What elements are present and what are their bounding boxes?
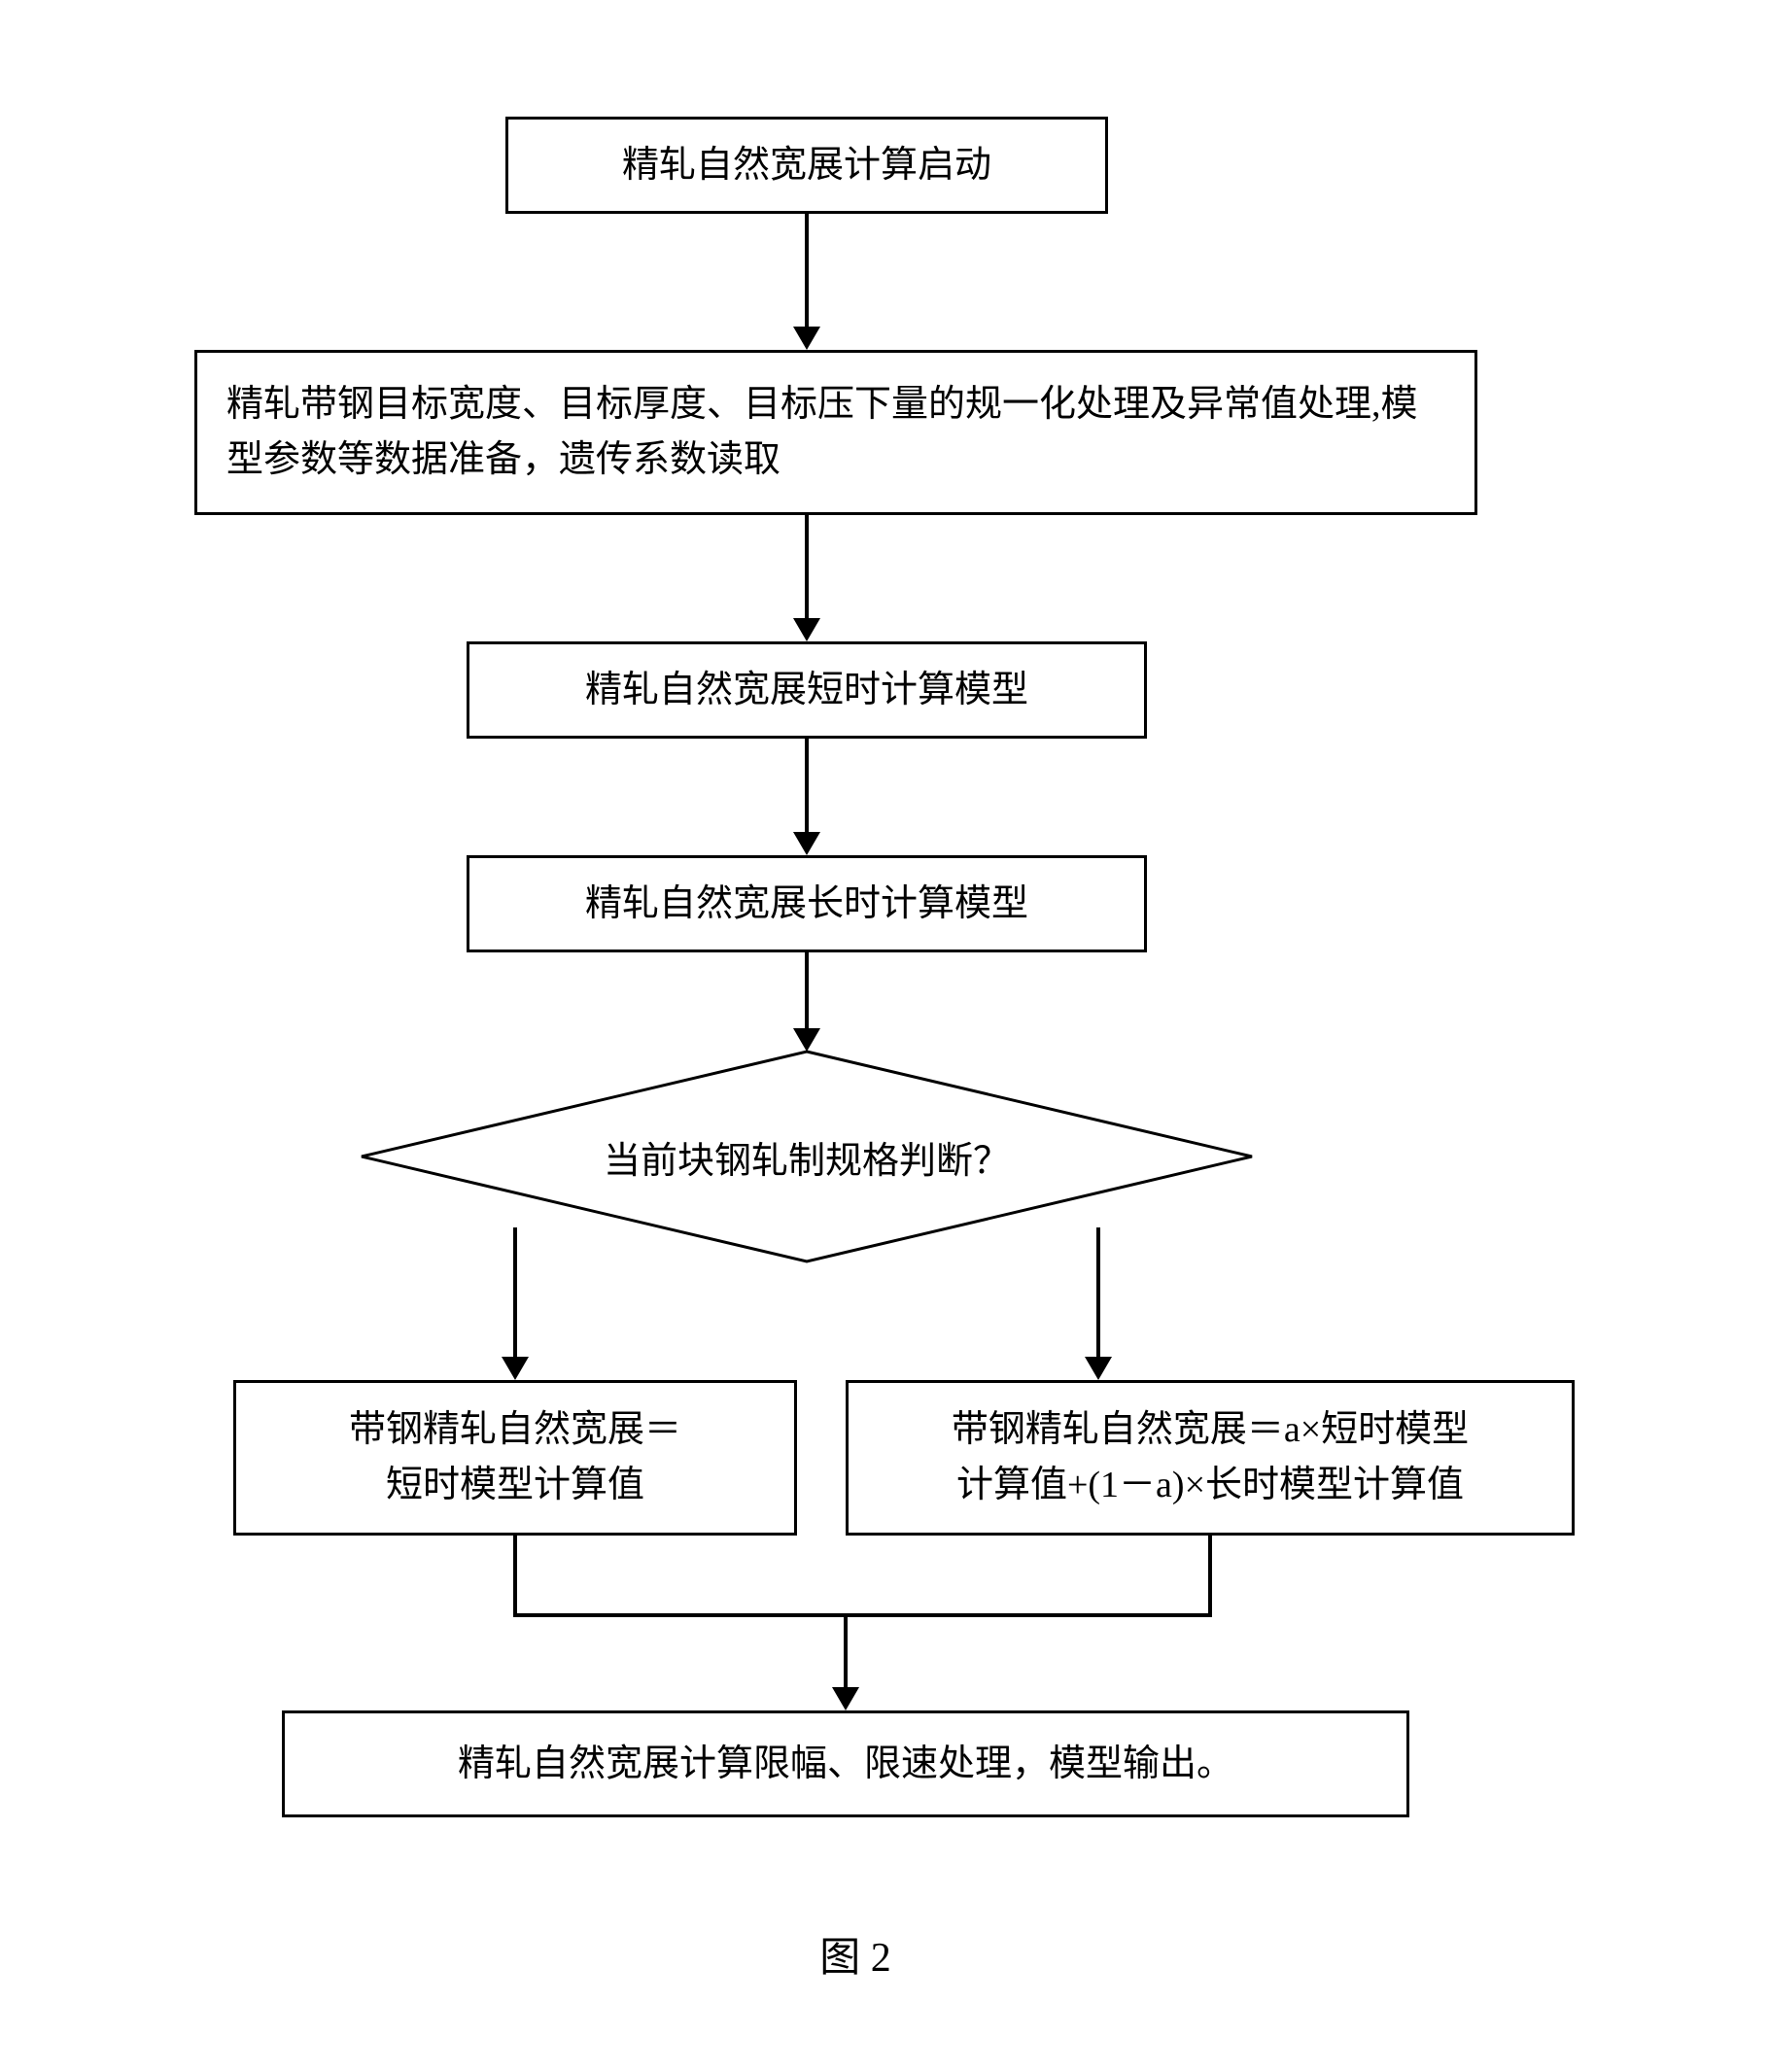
arrow-1-head bbox=[793, 327, 820, 350]
arrow-4-head bbox=[793, 1028, 820, 1052]
node-decision: 当前块钢轧制规格判断？ bbox=[360, 1050, 1254, 1263]
node-short-model-text: 精轧自然宽展短时计算模型 bbox=[585, 663, 1028, 718]
arrow-5a bbox=[513, 1227, 517, 1357]
arrow-6-head bbox=[832, 1687, 859, 1710]
node-output: 精轧自然宽展计算限幅、限速处理，模型输出。 bbox=[282, 1710, 1409, 1817]
node-long-model: 精轧自然宽展长时计算模型 bbox=[467, 855, 1147, 952]
arrow-6-right bbox=[1208, 1536, 1212, 1613]
node-short-model: 精轧自然宽展短时计算模型 bbox=[467, 641, 1147, 739]
arrow-5b bbox=[1096, 1227, 1100, 1357]
node-prep: 精轧带钢目标宽度、目标厚度、目标压下量的规一化处理及异常值处理,模型参数等数据准… bbox=[194, 350, 1477, 515]
arrow-6-center bbox=[844, 1613, 848, 1687]
flowchart-container: 精轧自然宽展计算启动 精轧带钢目标宽度、目标厚度、目标压下量的规一化处理及异常值… bbox=[0, 0, 1769, 2072]
node-decision-text: 当前块钢轧制规格判断？ bbox=[604, 1130, 1010, 1184]
arrow-3 bbox=[805, 739, 809, 832]
arrow-5b-head bbox=[1085, 1357, 1112, 1380]
figure-label-text: 图 2 bbox=[819, 1936, 891, 1981]
node-left-result: 带钢精轧自然宽展＝ 短时模型计算值 bbox=[233, 1380, 797, 1536]
node-right-result: 带钢精轧自然宽展＝a×短时模型 计算值+(1－a)×长时模型计算值 bbox=[846, 1380, 1575, 1536]
node-start: 精轧自然宽展计算启动 bbox=[505, 117, 1108, 214]
figure-label: 图 2 bbox=[758, 1924, 953, 1984]
arrow-6-left bbox=[513, 1536, 517, 1613]
node-long-model-text: 精轧自然宽展长时计算模型 bbox=[585, 877, 1028, 932]
arrow-5a-head bbox=[502, 1357, 529, 1380]
node-right-result-text: 带钢精轧自然宽展＝a×短时模型 计算值+(1－a)×长时模型计算值 bbox=[952, 1402, 1469, 1513]
node-output-text: 精轧自然宽展计算限幅、限速处理，模型输出。 bbox=[458, 1737, 1233, 1792]
arrow-2-head bbox=[793, 618, 820, 641]
node-start-text: 精轧自然宽展计算启动 bbox=[622, 138, 991, 193]
arrow-4 bbox=[805, 952, 809, 1030]
node-prep-text: 精轧带钢目标宽度、目标厚度、目标压下量的规一化处理及异常值处理,模型参数等数据准… bbox=[226, 377, 1445, 488]
arrow-2 bbox=[805, 515, 809, 618]
arrow-3-head bbox=[793, 832, 820, 855]
arrow-1 bbox=[805, 214, 809, 327]
node-left-result-text: 带钢精轧自然宽展＝ 短时模型计算值 bbox=[349, 1402, 681, 1513]
arrow-6-horiz bbox=[513, 1613, 1212, 1617]
